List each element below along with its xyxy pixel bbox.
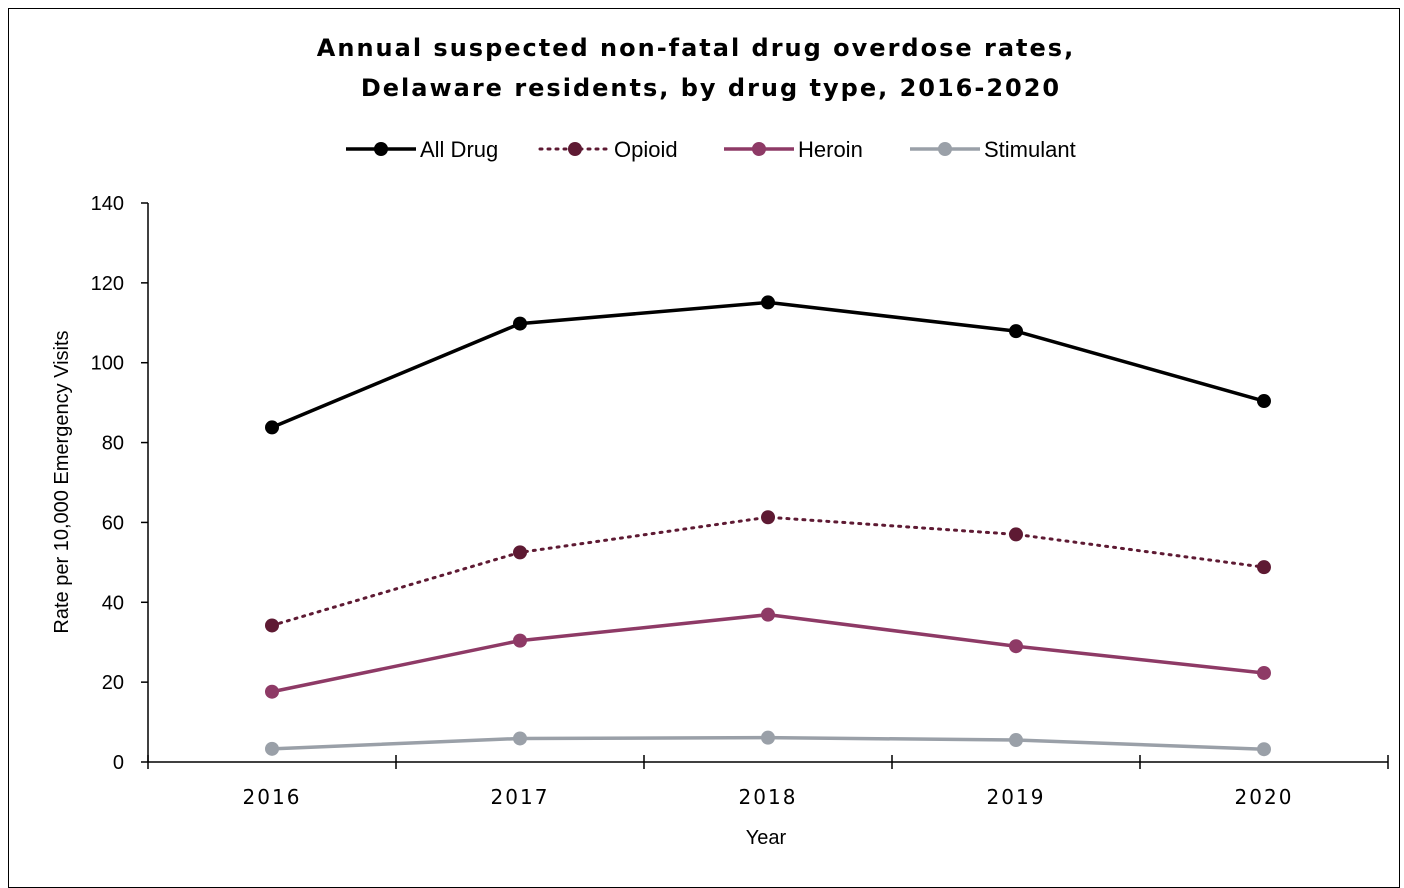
chart-title-line-2: Delaware residents, by drug type, 2016-2… [361, 74, 1061, 102]
chart-title-line-1: Annual suspected non-fatal drug overdose… [317, 34, 1075, 62]
y-tick-label: 0 [113, 752, 124, 774]
chart-frame [8, 8, 1400, 888]
x-tick-label: 2017 [491, 785, 550, 809]
y-tick-label: 120 [91, 273, 124, 295]
legend-swatch-marker [938, 142, 952, 156]
legend-label: Opioid [614, 137, 678, 162]
legend-item-heroin: Heroin [724, 137, 863, 162]
x-tick-label: 2018 [739, 785, 798, 809]
legend-item-stimulant: Stimulant [910, 137, 1076, 162]
data-point [265, 741, 279, 756]
data-point [1009, 639, 1023, 654]
series-heroin [265, 607, 1271, 699]
data-point [761, 510, 775, 525]
legend-swatch-marker [752, 142, 766, 156]
series-line [270, 515, 1266, 627]
data-point [1257, 560, 1271, 575]
y-tick-label: 60 [102, 512, 124, 534]
data-point [1009, 733, 1023, 748]
legend-swatch-marker [568, 142, 582, 156]
y-tick-label: 20 [102, 672, 124, 694]
legend-item-all-drug: All Drug [346, 137, 498, 162]
x-axis-label: Year [746, 827, 787, 849]
data-point [1257, 742, 1271, 757]
data-point [1257, 665, 1271, 680]
y-tick-label: 140 [91, 193, 124, 215]
x-tick-label: 2019 [987, 785, 1046, 809]
legend-label: Stimulant [984, 137, 1076, 162]
data-point [1257, 394, 1271, 409]
series-line [271, 612, 1265, 694]
legend-swatch-marker [374, 142, 388, 156]
series-opioid [265, 510, 1271, 633]
legend-label: Heroin [798, 137, 863, 162]
chart-axes: 0 20 40 60 80 100 120 140 2016 2017 2018 2019 2020 [91, 193, 1389, 809]
data-point [265, 420, 279, 435]
chart-legend: All Drug Opioid Heroin Stimulant [346, 137, 1076, 162]
data-point [1009, 324, 1023, 339]
x-tick-label: 2016 [243, 785, 302, 809]
data-point [513, 633, 527, 648]
data-point [513, 545, 527, 560]
data-point [761, 295, 775, 310]
data-point [761, 607, 775, 622]
legend-label: All Drug [420, 137, 498, 162]
y-tick-label: 100 [91, 353, 124, 375]
y-tick-label: 40 [102, 592, 124, 614]
data-point [265, 618, 279, 633]
data-point [1009, 527, 1023, 542]
data-point [513, 731, 527, 746]
y-axis-label: Rate per 10,000 Emergency Visits [51, 330, 73, 633]
data-point [265, 684, 279, 699]
data-point [761, 730, 775, 745]
data-point [513, 316, 527, 331]
series-line [271, 300, 1265, 430]
chart-series [265, 295, 1271, 757]
series-all-drug [265, 295, 1271, 435]
y-tick-label: 80 [102, 433, 124, 455]
series-stimulant [265, 730, 1271, 757]
x-tick-label: 2020 [1235, 785, 1294, 809]
legend-item-opioid: Opioid [538, 137, 678, 162]
